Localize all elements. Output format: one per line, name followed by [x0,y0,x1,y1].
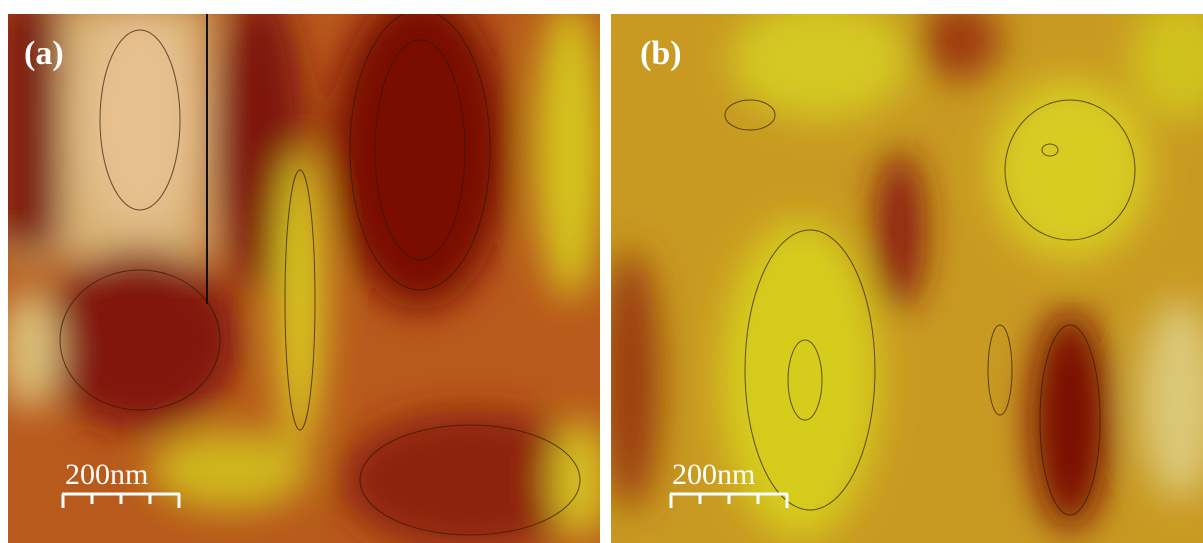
figure: (a) 200nm (b) 200nm [0,0,1203,543]
panel-label: (a) [24,35,64,72]
scale-bar-label: 200nm [65,458,148,491]
scale-bar-label: 200nm [672,458,755,491]
panel-a-image: (a) 200nm [0,0,610,543]
panel-b-image: (b) 200nm [600,0,1203,543]
panel-label: (b) [640,35,682,72]
